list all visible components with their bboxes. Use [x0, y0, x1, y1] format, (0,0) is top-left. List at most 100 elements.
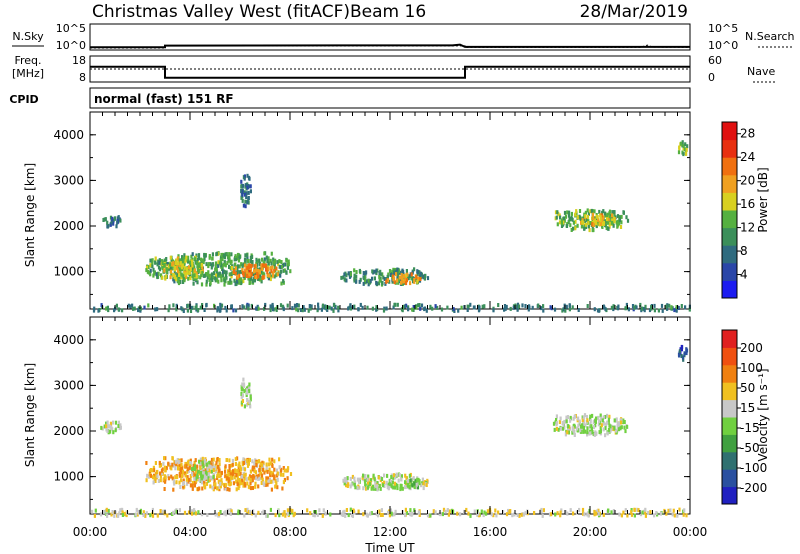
heatmap-cell: [688, 307, 691, 312]
heatmap-cell: [595, 214, 598, 219]
noise-lines: [90, 43, 691, 49]
heatmap-cell: [214, 273, 218, 278]
heatmap-cell: [565, 304, 568, 309]
heatmap-cell: [202, 464, 205, 469]
heatmap-cell: [594, 423, 597, 428]
heatmap-cell: [566, 415, 570, 419]
heatmap-cell: [231, 475, 234, 480]
heatmap-cell: [236, 476, 239, 481]
heatmap-cell: [575, 209, 578, 214]
heatmap-cell: [170, 272, 173, 277]
heatmap-cell: [397, 280, 400, 285]
heatmap-cell: [230, 265, 233, 270]
heatmap-cell: [347, 306, 350, 311]
heatmap-cell: [286, 303, 289, 308]
heatmap-cell: [618, 221, 621, 226]
heatmap-cell: [151, 468, 154, 473]
heatmap-cell: [266, 267, 269, 272]
heatmap-cell: [247, 476, 251, 481]
heatmap-cell: [209, 475, 212, 480]
heatmap-cell: [416, 477, 419, 482]
heatmap-cell: [653, 303, 656, 308]
heatmap-cell: [497, 510, 500, 515]
heatmap-cell: [388, 279, 391, 284]
heatmap-cell: [328, 305, 331, 310]
heatmap-cell: [272, 271, 275, 276]
heatmap-cell: [262, 509, 265, 514]
heatmap-cell: [208, 469, 211, 474]
heatmap-cell: [112, 430, 115, 435]
heatmap-cell: [216, 457, 219, 461]
heatmap-cell: [158, 265, 161, 270]
heatmap-cell: [229, 280, 232, 285]
heatmap-cell: [495, 513, 498, 518]
heatmap-cell: [240, 189, 243, 193]
heatmap-cell: [189, 309, 193, 313]
heatmap-cell: [318, 508, 321, 513]
heatmap-cell: [181, 482, 185, 487]
heatmap-cell: [300, 308, 303, 312]
heatmap-cell: [592, 420, 595, 425]
heatmap-cell: [562, 216, 565, 221]
heatmap-cell: [147, 270, 150, 275]
heatmap-cell: [224, 510, 227, 515]
heatmap-cell: [404, 485, 407, 490]
heatmap-cell: [563, 419, 566, 424]
heatmap-cell: [567, 213, 571, 218]
heatmap-cell: [226, 254, 230, 259]
heatmap-cell: [357, 509, 360, 514]
heatmap-cell: [237, 511, 240, 516]
heatmap-cell: [121, 513, 124, 517]
heatmap-cell: [211, 252, 214, 257]
heatmap-cell: [149, 468, 152, 472]
heatmap-cell: [408, 473, 411, 478]
heatmap-cell: [564, 308, 567, 313]
heatmap-cell: [611, 210, 614, 215]
heatmap-cell: [224, 486, 227, 491]
heatmap-cell: [213, 303, 216, 308]
heatmap-cell: [580, 220, 583, 225]
heatmap-cell: [220, 470, 223, 475]
heatmap-cell: [657, 308, 660, 313]
heatmap-cell: [254, 484, 257, 489]
heatmap-cell: [603, 305, 606, 310]
heatmap-cell: [601, 218, 604, 222]
heatmap-cell: [601, 225, 604, 229]
heatmap-cell: [139, 510, 142, 515]
heatmap-cell: [249, 259, 252, 264]
noise-tick-left-bottom: 10^0: [56, 39, 86, 52]
heatmap-cell: [540, 509, 543, 514]
heatmap-cell: [110, 220, 113, 225]
heatmap-cell: [416, 272, 419, 277]
heatmap-cell: [174, 459, 177, 464]
heatmap-cell: [353, 268, 356, 273]
heatmap-cell: [616, 421, 619, 426]
heatmap-cell: [467, 511, 470, 516]
heatmap-cell: [249, 509, 252, 514]
heatmap-cell: [586, 304, 589, 308]
heatmap-cell: [255, 306, 258, 311]
colorbar-swatch: [722, 399, 737, 418]
heatmap-cell: [350, 482, 353, 487]
heatmap-cell: [463, 509, 466, 514]
heatmap-cell: [393, 280, 396, 285]
heatmap-cell: [152, 273, 155, 278]
heatmap-cell: [167, 264, 170, 269]
colorbar-tick-label: -100: [740, 461, 767, 475]
heatmap-cell: [490, 512, 493, 517]
heatmap-cell: [246, 200, 249, 205]
heatmap-cell: [154, 256, 157, 261]
heatmap-cell: [562, 220, 565, 225]
heatmap-cell: [375, 271, 378, 276]
heatmap-cell: [189, 267, 192, 272]
heatmap-cell: [282, 307, 285, 312]
heatmap-cell: [568, 217, 572, 221]
heatmap-cell: [423, 307, 426, 312]
heatmap-cell: [503, 304, 507, 308]
heatmap-cell: [236, 267, 239, 272]
heatmap-cell: [214, 512, 217, 517]
heatmap-cell: [604, 415, 607, 419]
heatmap-cell: [582, 429, 585, 434]
heatmap-cell: [243, 190, 246, 195]
heatmap-cell: [581, 219, 584, 224]
